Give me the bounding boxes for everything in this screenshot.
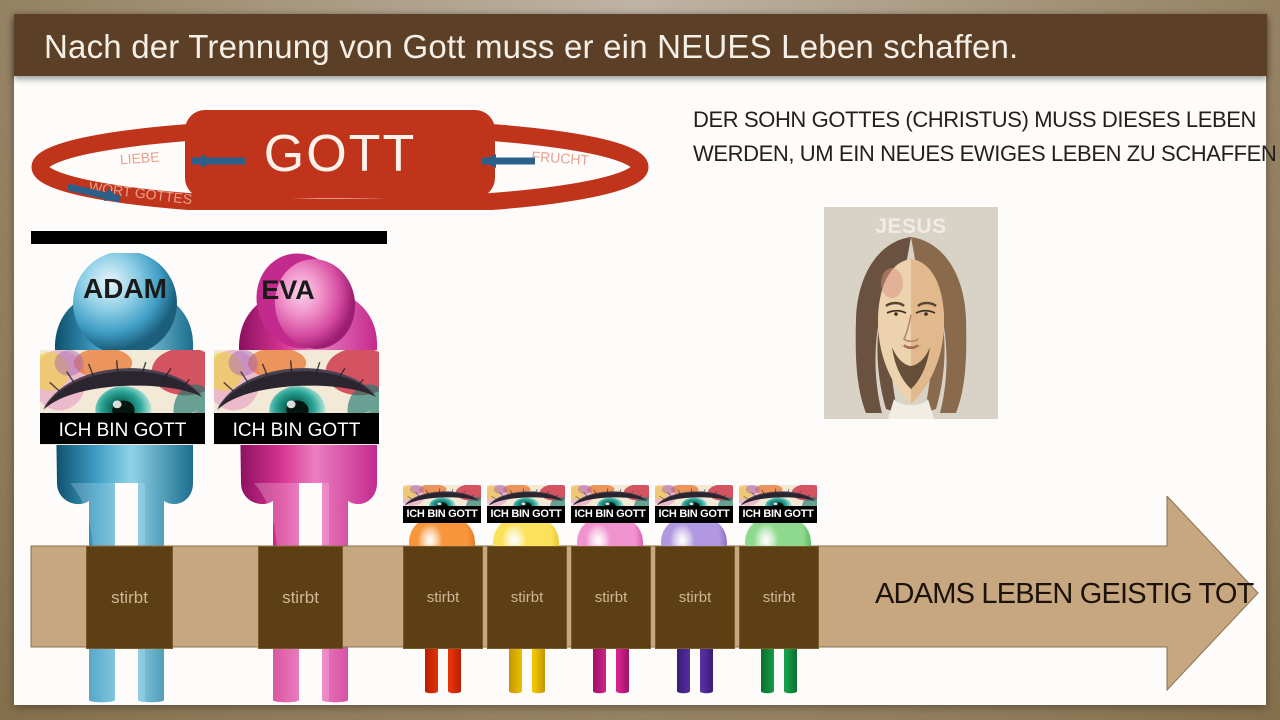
- svg-text:FRUCHT: FRUCHT: [531, 148, 590, 168]
- svg-text:LIEBE: LIEBE: [119, 149, 160, 168]
- svg-text:GOTT: GOTT: [264, 125, 416, 183]
